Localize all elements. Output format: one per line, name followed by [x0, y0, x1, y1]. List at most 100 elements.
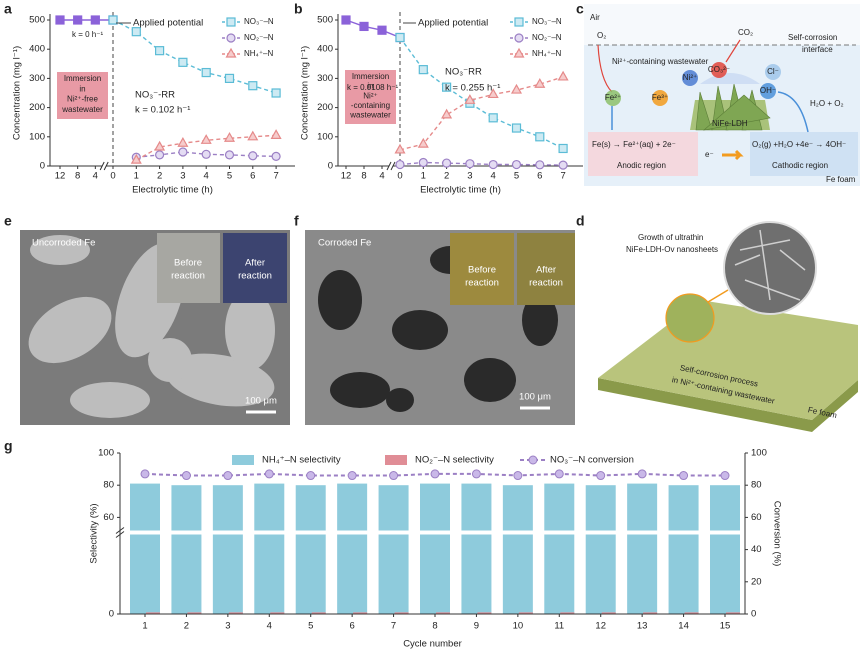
legend-marker: [514, 17, 524, 27]
image-label: reaction: [529, 278, 563, 289]
x-tick-label: 4: [267, 621, 272, 632]
diagram-label: Fe²⁺: [605, 93, 621, 102]
marker: [430, 469, 440, 479]
y-tick-label: 300: [29, 73, 45, 84]
bar: [187, 612, 202, 614]
diagram-label: Anodic region: [617, 161, 666, 170]
panel-label: e: [4, 213, 12, 229]
x-tick-label: 5: [514, 171, 519, 182]
x-tick-label: 0: [110, 171, 115, 182]
immersion-label: Ni²⁺-free: [67, 95, 98, 104]
x-tick-label: 8: [75, 171, 80, 182]
diagram-label: e⁻: [705, 150, 714, 159]
x-tick-label: 4: [93, 171, 98, 182]
axis-break: [103, 161, 109, 171]
marker: [223, 132, 236, 142]
y-axis-label: Concentration (mg l⁻¹): [300, 46, 311, 140]
ion: [652, 90, 668, 106]
bar: [270, 612, 285, 614]
legend-label: NH₄⁺–N: [532, 49, 561, 58]
nanosheet: [779, 249, 806, 271]
x-tick-label: 9: [474, 621, 479, 632]
sem-structure: [148, 338, 192, 382]
bar: [378, 485, 409, 614]
sem-structure: [28, 296, 112, 364]
x-tick-label: 3: [180, 171, 185, 182]
bar: [295, 485, 326, 614]
bar: [171, 485, 202, 614]
image-label: Uncorroded Fe: [32, 238, 95, 249]
sem-structure: [70, 382, 150, 418]
marker: [596, 471, 606, 481]
legend-label: NO₂⁻–N: [244, 33, 274, 42]
annotation: Applied potential: [133, 18, 203, 29]
panel-label: f: [294, 213, 299, 229]
axis-break-gap: [102, 162, 107, 170]
marker: [200, 134, 212, 144]
marker: [377, 25, 387, 35]
diagram-label: Air: [590, 13, 600, 22]
annotation: NO₃⁻RR: [445, 67, 482, 78]
annotation: Applied potential: [418, 18, 488, 29]
bar: [601, 612, 616, 614]
nanosheet: [744, 279, 801, 301]
marker: [270, 129, 282, 139]
y-tick-label: 100: [98, 448, 114, 459]
ion: [760, 83, 776, 99]
x-tick-label: 7: [391, 621, 396, 632]
marker: [247, 130, 259, 141]
bar: [726, 612, 740, 614]
o2-arrow: [597, 44, 613, 93]
x-tick-label: 14: [678, 621, 689, 632]
axis-break: [390, 161, 396, 171]
scale-label: 100 μm: [245, 396, 277, 407]
y-tick-label: 200: [29, 102, 45, 113]
marker: [441, 108, 453, 119]
marker: [534, 78, 546, 88]
marker: [140, 469, 150, 479]
marker: [154, 140, 166, 151]
bar: [146, 612, 160, 614]
photo-before: [450, 233, 514, 305]
immersion-label: -containing: [351, 101, 390, 110]
marker: [679, 471, 689, 481]
diagram-label: Cl⁻: [767, 67, 779, 76]
y-tick-label: 0: [328, 161, 333, 172]
y-tick-label: 0: [40, 161, 45, 172]
marker: [395, 159, 405, 170]
ion: [765, 64, 781, 80]
bar: [684, 612, 699, 614]
sheet-disk: [665, 293, 715, 343]
image-label: After: [536, 265, 556, 276]
x-tick-label: 4: [204, 171, 209, 182]
bar: [710, 485, 740, 614]
marker: [271, 151, 281, 161]
x-tick-label: 0: [397, 171, 402, 182]
bar: [518, 612, 533, 614]
marker: [442, 158, 452, 168]
axis-break: [386, 161, 392, 171]
marker: [389, 471, 399, 481]
x-tick-label: 8: [432, 621, 437, 632]
axis-break-band: [120, 530, 745, 535]
bar: [130, 483, 160, 614]
marker: [271, 88, 281, 98]
diagram-label: O₂: [597, 31, 606, 40]
ion: [682, 70, 698, 86]
x-tick-label: 11: [554, 621, 564, 632]
x-tick-label: 5: [227, 171, 232, 182]
x-tick-label: 10: [513, 621, 524, 632]
ion: [605, 90, 621, 106]
panel-label: d: [576, 213, 585, 229]
legend-marker: [226, 17, 236, 27]
x-tick-label: 6: [250, 171, 255, 182]
y-tick-label: 400: [317, 44, 333, 55]
annotation: NO₃⁻-RR: [135, 90, 175, 101]
legend-marker: [226, 33, 236, 43]
marker: [720, 471, 730, 481]
sem-hole: [522, 294, 558, 346]
photo-after: [223, 233, 287, 303]
panel-label: a: [4, 1, 12, 17]
diagram-label: interface: [802, 45, 833, 54]
bar: [627, 483, 658, 614]
